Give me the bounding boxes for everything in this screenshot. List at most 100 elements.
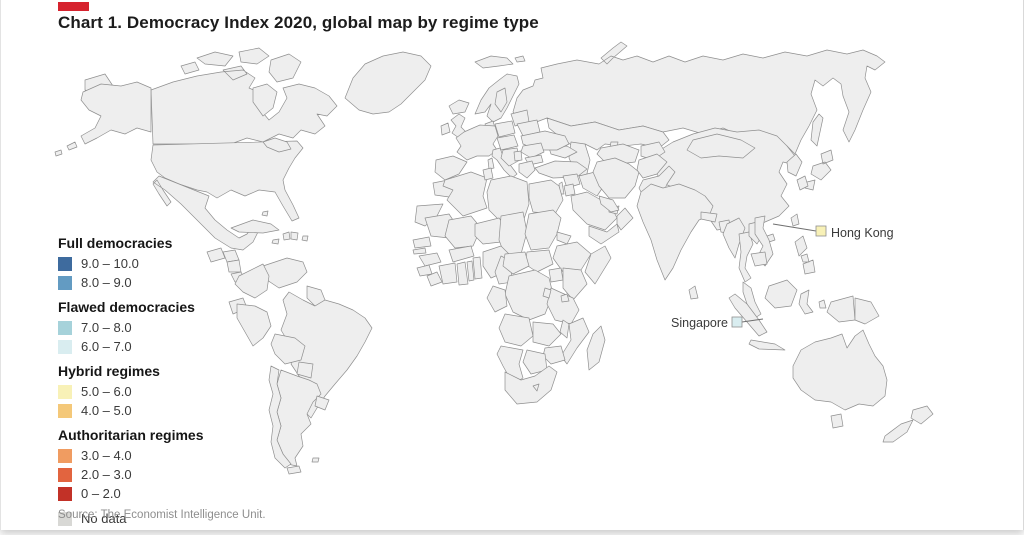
region-rwanda-burundi (542, 287, 552, 299)
region-java (748, 339, 786, 351)
region-sumatra (728, 293, 768, 337)
region-madagascar (586, 325, 606, 371)
region-afghanistan (636, 153, 668, 179)
region-greece (518, 160, 536, 179)
great-lakes (262, 137, 292, 153)
region-yemen (588, 223, 620, 245)
region-gambia (412, 247, 427, 255)
legend-item: 3.0 – 4.0 (58, 446, 203, 465)
region-south-africa (504, 365, 558, 405)
region-serbia (513, 150, 523, 162)
region-jordan (563, 183, 576, 197)
legend-swatch-auth-mid (58, 467, 72, 482)
region-uganda (548, 267, 564, 283)
region-malawi (559, 319, 570, 339)
page-title: Chart 1. Democracy Index 2020, global ma… (58, 13, 539, 32)
persian-gulf (598, 195, 620, 213)
legend-range-label: 3.0 – 4.0 (81, 448, 132, 463)
legend-group-authoritarian-regimes: Authoritarian regimes 3.0 – 4.0 2.0 – 3.… (58, 427, 203, 528)
region-malay-peninsula (742, 281, 762, 319)
region-guinea (418, 252, 442, 267)
lake-victoria (560, 293, 570, 303)
legend: Full democracies 9.0 – 10.0 8.0 – 9.0 Fl… (58, 235, 203, 535)
legend-item: 6.0 – 7.0 (58, 337, 203, 356)
region-bahamas (261, 210, 269, 217)
legend-range-label: 2.0 – 3.0 (81, 467, 132, 482)
hong-kong-label: Hong Kong (831, 226, 894, 240)
region-myanmar (722, 217, 746, 259)
region-tasmania (830, 413, 844, 429)
legend-group-flawed-democracies: Flawed democracies 7.0 – 8.0 6.0 – 7.0 (58, 299, 203, 356)
region-paraguay (296, 361, 314, 379)
legend-item: 9.0 – 10.0 (58, 254, 203, 273)
region-tunisia (482, 167, 494, 181)
region-togo (466, 260, 475, 282)
region-alaska (54, 81, 152, 157)
region-taiwan (790, 213, 800, 227)
region-sierra-leone (416, 264, 433, 277)
gulf-of-bothnia (494, 87, 508, 113)
legend-group-label: Authoritarian regimes (58, 427, 204, 443)
region-usa (150, 140, 304, 222)
legend-swatch-auth-high (58, 448, 72, 463)
legend-range-label: 6.0 – 7.0 (81, 339, 132, 354)
region-sulawesi (798, 289, 814, 315)
region-canada (150, 47, 338, 145)
region-benin (472, 256, 483, 280)
region-india (636, 183, 714, 281)
legend-item: 2.0 – 3.0 (58, 465, 203, 484)
region-central-europe (496, 134, 519, 151)
hong-kong-callout-line (772, 223, 817, 232)
hong-kong-marker (815, 225, 827, 237)
legend-range-label: 0 – 2.0 (81, 486, 121, 501)
region-north-korea (786, 153, 803, 177)
legend-swatch-flawed-high (58, 320, 72, 335)
region-iran (592, 157, 640, 199)
region-svalbard (474, 55, 526, 69)
legend-group-full-democracies: Full democracies 9.0 – 10.0 8.0 – 9.0 (58, 235, 203, 292)
legend-swatch-full-low (58, 275, 72, 290)
region-borneo (764, 279, 798, 309)
region-drc (504, 269, 554, 321)
region-lesotho (532, 383, 540, 392)
region-philippines (794, 235, 816, 275)
region-new-zealand (882, 405, 934, 443)
region-angola (498, 313, 534, 347)
legend-swatch-no-data (58, 511, 72, 526)
region-eritrea (556, 231, 572, 245)
singapore-label: Singapore (671, 316, 728, 330)
region-ghana (456, 261, 469, 286)
accent-bar (58, 2, 89, 11)
region-zambia (532, 321, 562, 347)
region-greenland (344, 51, 432, 115)
region-egypt (528, 179, 564, 215)
region-algeria (442, 171, 488, 217)
region-somalia (584, 245, 612, 285)
region-venezuela (262, 257, 308, 289)
region-oman (616, 207, 634, 231)
region-ireland (440, 122, 451, 136)
region-thailand (738, 231, 754, 283)
region-turkey (534, 160, 588, 179)
legend-group-label: Full democracies (58, 235, 173, 251)
legend-swatch-full-high (58, 256, 72, 271)
region-cambodia (750, 251, 768, 267)
region-sri-lanka (688, 285, 699, 300)
legend-group-label: Hybrid regimes (58, 363, 160, 379)
region-burkina-faso (448, 245, 475, 263)
region-mongolia (686, 133, 756, 159)
region-poland (494, 120, 516, 138)
legend-range-label: 9.0 – 10.0 (81, 256, 139, 271)
legend-range-label: 7.0 – 8.0 (81, 320, 132, 335)
region-cuba (230, 219, 280, 234)
hudson-bay (252, 83, 278, 117)
legend-item: 5.0 – 6.0 (58, 382, 203, 401)
region-falklands (311, 457, 320, 463)
region-puerto-rico (301, 235, 309, 242)
region-zimbabwe (542, 345, 566, 365)
singapore-marker (731, 316, 743, 328)
region-south-sudan (524, 249, 554, 273)
source-note: Source: The Economist Intelligence Unit. (58, 509, 266, 521)
